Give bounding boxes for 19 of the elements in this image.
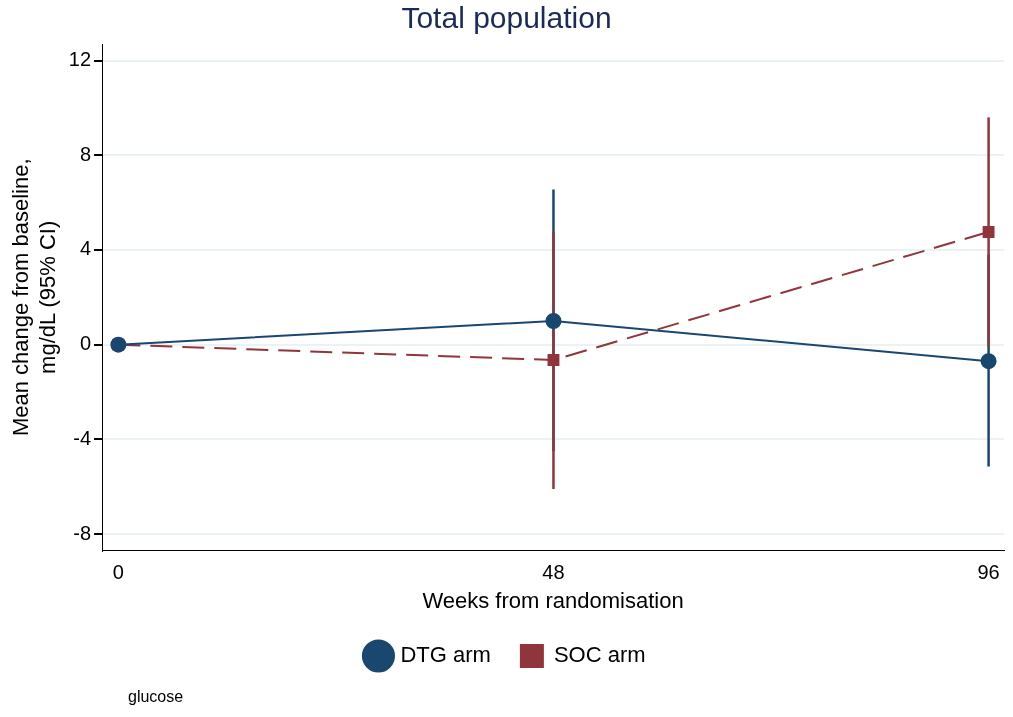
- y-axis-title: Mean change from baseline, mg/dL (95% CI): [8, 158, 60, 437]
- x-tick-label: 0: [112, 561, 124, 584]
- x-tick-label: 48: [542, 561, 565, 584]
- point: [545, 312, 562, 329]
- legend-label: DTG arm: [400, 642, 491, 668]
- x-tick-label: 96: [977, 561, 1000, 584]
- point: [980, 353, 997, 370]
- y-tick-label: 4: [79, 237, 92, 260]
- x-axis-title: Weeks from randomisation: [422, 587, 684, 613]
- y-tick-label: -8: [73, 521, 92, 544]
- point: [982, 226, 995, 238]
- chart-title: Total population: [401, 1, 612, 35]
- y-tick-label: -4: [73, 426, 92, 449]
- y-tick-label: 12: [68, 48, 92, 71]
- point: [547, 354, 560, 366]
- text: glucose: [128, 688, 184, 706]
- legend-label: SOC arm: [553, 642, 646, 668]
- y-tick-label: 8: [79, 142, 92, 165]
- y-tick-label: 0: [79, 332, 92, 355]
